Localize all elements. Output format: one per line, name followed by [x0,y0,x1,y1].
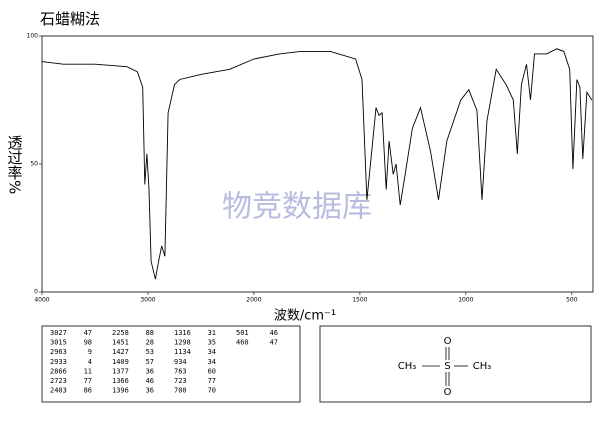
x-tick-label: 4000 [34,297,49,304]
peak-wavenumber: 763 [174,367,187,375]
peak-transmittance: 98 [84,339,92,347]
peak-transmittance: 46 [146,377,154,385]
peak-table-frame [41,325,301,403]
peak-wavenumber: 460 [236,339,249,347]
peak-wavenumber: 1298 [174,339,191,347]
peak-wavenumber: 1377 [112,367,129,375]
peak-transmittance: 34 [208,348,216,356]
peak-transmittance: 86 [84,387,92,395]
structure-atom: CH₃ [398,361,417,372]
peak-wavenumber: 723 [174,377,187,385]
peak-wavenumber: 2258 [112,329,129,337]
peak-transmittance: 47 [270,339,278,347]
plot-frame [41,35,594,293]
x-axis-label: 波数/cm⁻¹ [274,309,336,324]
peak-transmittance: 36 [146,367,154,375]
peak-wavenumber: 3015 [50,339,67,347]
peak-wavenumber: 501 [236,329,249,337]
peak-transmittance: 35 [208,339,216,347]
peak-transmittance: 77 [208,377,216,385]
peak-transmittance: 70 [208,387,216,395]
peak-transmittance: 88 [146,329,154,337]
structure-bonds [422,347,468,386]
peak-wavenumber: 2403 [50,387,67,395]
peak-transmittance: 34 [208,358,216,366]
y-tick-label: 0 [34,289,38,296]
watermark: 物竞数据库 [222,190,372,225]
structure-atom: O [444,387,452,398]
y-tick-label: 50 [30,161,38,168]
peak-transmittance: 77 [84,377,92,385]
peak-transmittance: 28 [146,339,154,347]
peak-wavenumber: 934 [174,358,187,366]
structure-atom: O [444,336,452,347]
peak-wavenumber: 2866 [50,367,67,375]
peak-wavenumber: 1396 [112,387,129,395]
peak-wavenumber: 1427 [112,348,129,356]
y-tick-label: 100 [27,33,39,40]
x-tick-label: 2000 [246,297,261,304]
peak-wavenumber: 1451 [112,339,129,347]
peak-wavenumber: 2723 [50,377,67,385]
x-tick-label: 3000 [140,297,155,304]
peak-transmittance: 9 [88,348,92,356]
peak-wavenumber: 2933 [50,358,67,366]
x-tick-label: 1500 [352,297,367,304]
structure-atom: CH₃ [473,361,492,372]
peak-transmittance: 4 [88,358,92,366]
peak-wavenumber: 1366 [112,377,129,385]
structure-atom: S [444,361,450,372]
x-tick-label: 1000 [458,297,473,304]
peak-wavenumber: 700 [174,387,187,395]
peak-wavenumber: 1409 [112,358,129,366]
peak-wavenumber: 3027 [50,329,67,337]
peak-transmittance: 31 [208,329,216,337]
chart-title: 石蜡糊法 [40,10,100,28]
peak-transmittance: 36 [146,387,154,395]
structure-frame [319,325,592,403]
peak-wavenumber: 2963 [50,348,67,356]
peak-transmittance: 47 [84,329,92,337]
x-tick-label: 500 [566,297,578,304]
spectrum-line [41,48,593,280]
peak-transmittance: 46 [270,329,278,337]
peak-wavenumber: 1316 [174,329,191,337]
peak-transmittance: 60 [208,367,216,375]
y-axis-label: 透过率% [6,135,24,194]
peak-transmittance: 11 [84,367,92,375]
peak-wavenumber: 1134 [174,348,191,356]
peak-transmittance: 53 [146,348,154,356]
peak-transmittance: 57 [146,358,154,366]
